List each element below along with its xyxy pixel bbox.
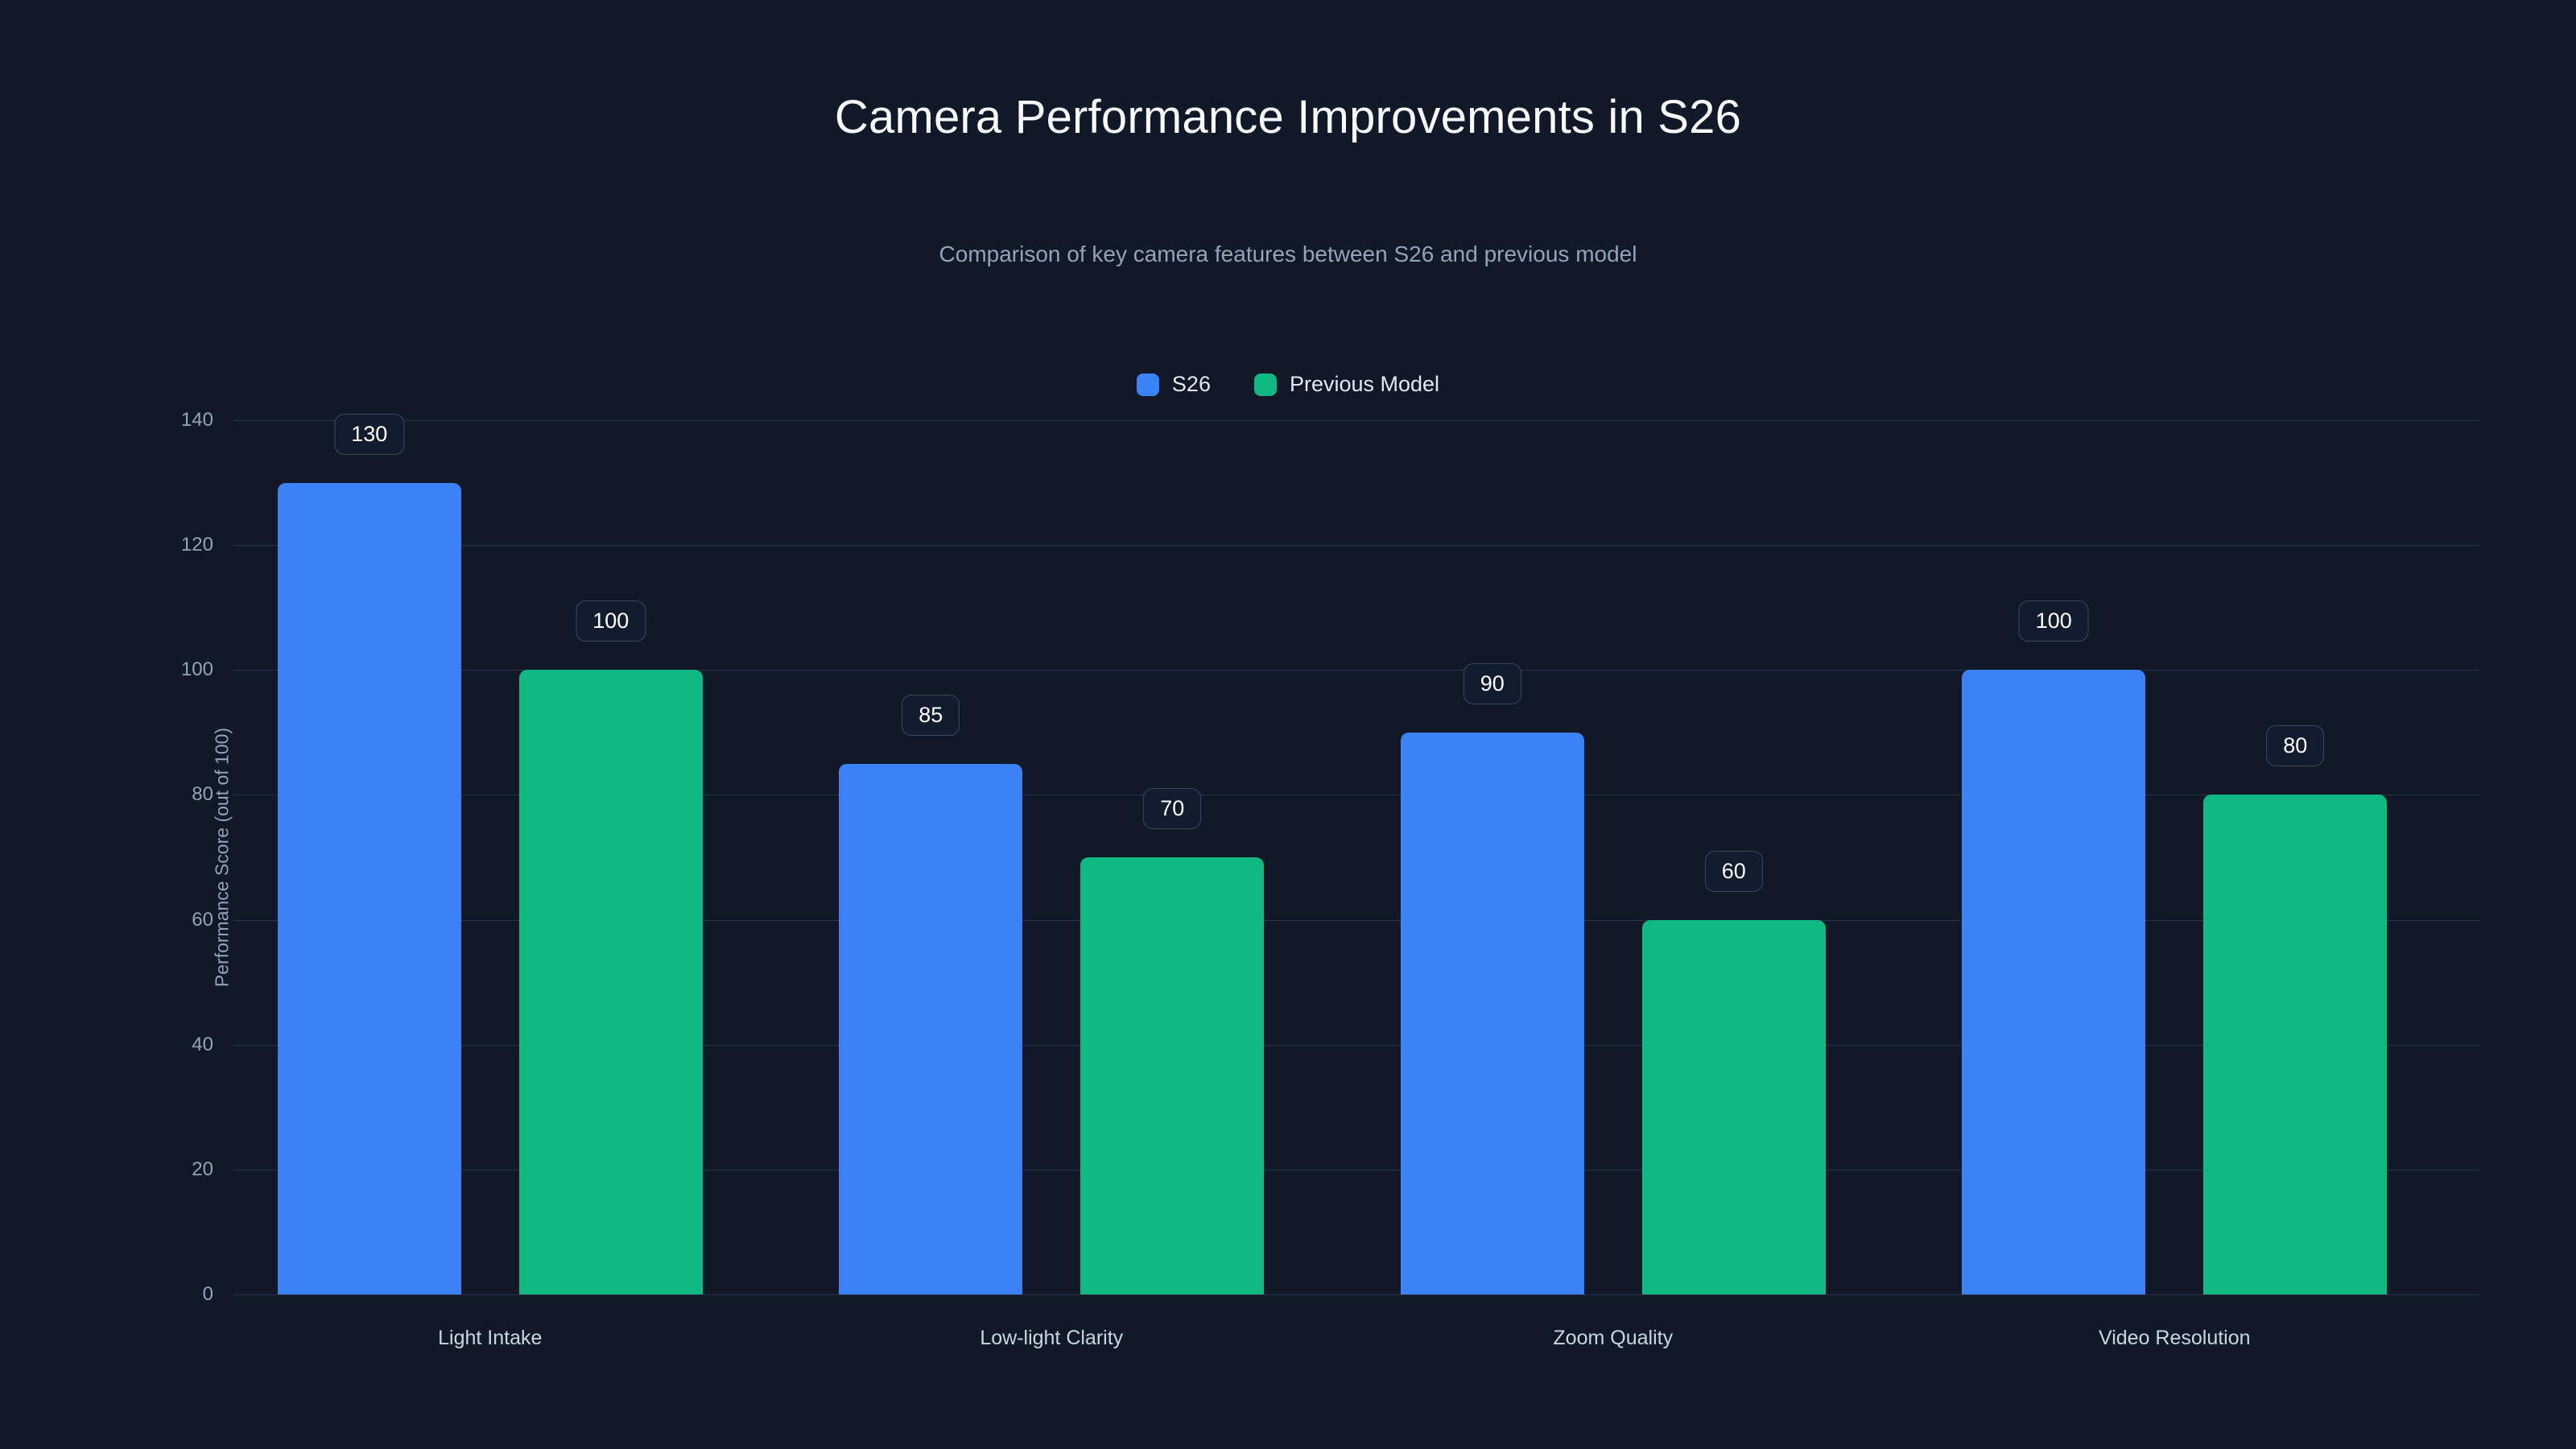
legend-swatch-icon (1136, 373, 1159, 396)
x-axis-tick-label: Light Intake (438, 1327, 543, 1349)
x-axis-tick-label: Zoom Quality (1553, 1327, 1674, 1349)
bar[interactable] (1400, 732, 1584, 1294)
bar-value-label: 60 (1704, 850, 1763, 892)
bar[interactable] (1962, 670, 2146, 1294)
x-axis-labels: Light Intake Low-light Clarity Zoom Qualit… (233, 1327, 2479, 1367)
legend-label: S26 (1171, 372, 1211, 396)
gridline (233, 420, 2479, 421)
legend-item-s26[interactable]: S26 (1136, 372, 1211, 397)
y-axis-tick: 80 (192, 783, 213, 806)
legend-label: Previous Model (1289, 372, 1440, 396)
chart-legend: S26 Previous Model (0, 372, 2576, 397)
legend-item-previous-model[interactable]: Previous Model (1253, 372, 1440, 397)
gridlines (233, 420, 2479, 1295)
bar-value-label: 130 (334, 413, 405, 455)
gridline (233, 545, 2479, 547)
bar-value-label: 100 (2018, 601, 2089, 642)
y-axis-tick: 0 (202, 1283, 213, 1305)
bar-value-label: 100 (576, 601, 646, 642)
bar-value-label: 90 (1463, 663, 1521, 704)
gridline (233, 670, 2479, 671)
gridline (233, 919, 2479, 921)
page-title: Camera Performance Improvements in S26 (834, 91, 1742, 143)
y-axis-tick: 40 (192, 1033, 213, 1055)
bar-value-label: 80 (2266, 725, 2325, 767)
y-axis-tick: 20 (192, 1158, 213, 1180)
gridline (233, 1294, 2479, 1295)
y-axis-label: Performance Score (out of 100) (211, 727, 233, 988)
bar[interactable] (518, 670, 703, 1294)
gridline (233, 1044, 2479, 1046)
bar[interactable] (839, 763, 1023, 1294)
plot-area: Performance Score (out of 100) 130 85 90 10… (181, 409, 2479, 1305)
bar[interactable] (2203, 795, 2388, 1294)
x-axis-tick-label: Low-light Clarity (980, 1327, 1124, 1349)
x-axis-tick-label: Video Resolution (2098, 1327, 2251, 1349)
y-axis-tick: 100 (180, 658, 213, 681)
bar-value-label: 85 (902, 694, 960, 736)
y-axis-tick: 140 (180, 409, 213, 431)
y-axis-tick: 60 (192, 908, 213, 931)
bar[interactable] (1080, 857, 1265, 1294)
y-axis-tick: 120 (180, 534, 213, 556)
page-subtitle: Comparison of key camera features betwee… (939, 242, 1637, 266)
bar[interactable] (277, 482, 461, 1294)
legend-swatch-icon (1253, 373, 1277, 396)
bar[interactable] (1641, 919, 1826, 1294)
bar-series-container: 130 85 90 100 100 70 60 80 (233, 413, 2479, 1294)
bar-value-label: 70 (1143, 788, 1202, 829)
